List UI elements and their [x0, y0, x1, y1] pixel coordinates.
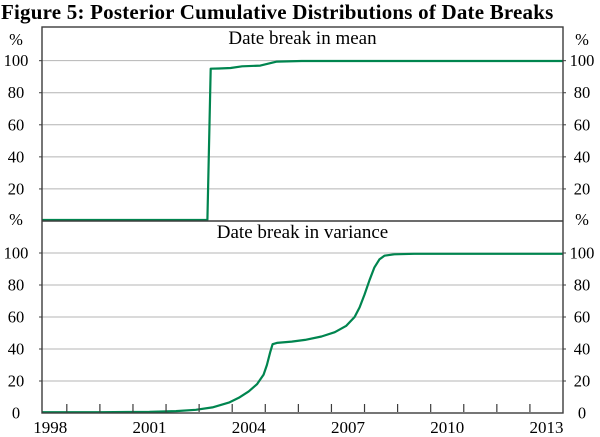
percent-unit-label: % [9, 30, 23, 49]
y-axis-label-left: 60 [8, 308, 25, 327]
y-axis-label-right: 20 [574, 372, 591, 391]
y-axis-label-right: 20 [574, 179, 591, 198]
figure-title: Figure 5: Posterior Cumulative Distribut… [1, 0, 554, 24]
y-axis-label-left: 40 [8, 147, 25, 166]
y-axis-label-left: 100 [4, 244, 29, 263]
y-axis-label-left: 20 [8, 372, 25, 391]
axis-labels: 20 20 40 40 60 60 80 80 100 100% % Date break in me… [4, 28, 595, 437]
plot-border [41, 26, 564, 414]
x-axis-label: 2001 [133, 418, 167, 437]
x-axis-label: 2013 [529, 418, 563, 437]
y-axis-label-left: 20 [8, 179, 25, 198]
y-axis-label-right: 100 [570, 244, 595, 263]
y-axis-label-left: 40 [8, 340, 25, 359]
x-axis-label: 2004 [232, 418, 267, 437]
y-axis-label-right: 0 [578, 404, 586, 423]
y-axis-label-right: 80 [574, 276, 591, 295]
panel-frame [39, 26, 566, 414]
x-axis-label: 2010 [430, 418, 464, 437]
curves [42, 59, 563, 414]
y-axis-label-right: 60 [574, 115, 591, 134]
panel-title: Date break in mean [228, 28, 377, 49]
y-axis-label-right: 100 [570, 51, 595, 70]
percent-unit-label: % [9, 210, 23, 229]
y-axis-label-right: 80 [574, 83, 591, 102]
panel-title: Date break in variance [217, 222, 388, 243]
y-axis-label-left: 60 [8, 115, 25, 134]
percent-unit-label: % [575, 30, 589, 49]
y-axis-label-left: 80 [8, 83, 25, 102]
y-axis-label-right: 60 [574, 308, 591, 327]
curve-posterior-cdf-mean-break [42, 59, 563, 222]
x-axis-label: 2007 [331, 418, 366, 437]
y-axis-label-right: 40 [574, 147, 591, 166]
curve-posterior-cdf-variance-break [42, 252, 563, 414]
y-axis-label-left: 100 [4, 51, 29, 70]
y-axis-label-left: 80 [8, 276, 25, 295]
y-axis-label-right: 40 [574, 340, 591, 359]
y-axis-label-left: 0 [12, 404, 20, 423]
x-axis-label: 1998 [33, 418, 67, 437]
percent-unit-label: % [575, 210, 589, 229]
